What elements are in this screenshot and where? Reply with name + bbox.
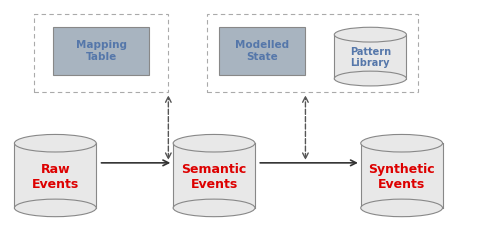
FancyBboxPatch shape — [218, 27, 305, 75]
Text: Raw
Events: Raw Events — [32, 163, 79, 191]
FancyBboxPatch shape — [334, 35, 406, 79]
Ellipse shape — [173, 134, 254, 152]
Text: Mapping
Table: Mapping Table — [75, 40, 126, 62]
Text: Semantic
Events: Semantic Events — [181, 163, 246, 191]
FancyBboxPatch shape — [14, 143, 96, 208]
Text: Synthetic
Events: Synthetic Events — [368, 163, 434, 191]
Text: Modelled
State: Modelled State — [235, 40, 288, 62]
Ellipse shape — [14, 134, 96, 152]
FancyBboxPatch shape — [360, 143, 442, 208]
Ellipse shape — [360, 134, 442, 152]
FancyBboxPatch shape — [53, 27, 149, 75]
Ellipse shape — [360, 199, 442, 217]
Ellipse shape — [334, 27, 406, 42]
Ellipse shape — [334, 71, 406, 86]
Text: Pattern
Library: Pattern Library — [349, 47, 390, 68]
FancyBboxPatch shape — [173, 143, 254, 208]
Ellipse shape — [14, 199, 96, 217]
Ellipse shape — [173, 199, 254, 217]
